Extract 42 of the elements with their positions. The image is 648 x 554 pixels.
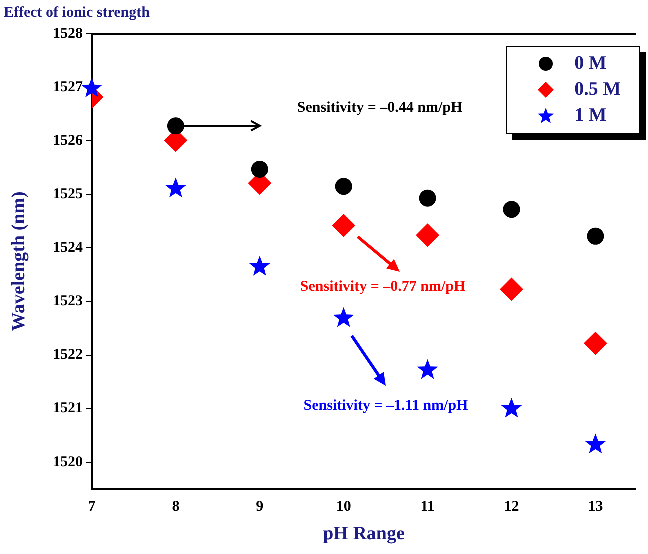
point — [585, 434, 606, 454]
y-tick-label: 1521 — [53, 400, 83, 417]
y-tick-label: 1523 — [53, 294, 83, 310]
point — [251, 160, 268, 178]
legend-label: 1 M — [574, 104, 607, 128]
x-axis-title: pH Range — [323, 524, 405, 545]
x-tick-label: 7 — [88, 499, 96, 516]
legend-label: 0.5 M — [574, 78, 621, 102]
y-tick-label: 1524 — [53, 240, 84, 256]
point — [167, 118, 184, 135]
point — [249, 256, 270, 276]
annotation: Sensitivity = –1.11 nm/pH — [304, 398, 469, 414]
point — [587, 228, 604, 245]
x-tick-label: 11 — [420, 499, 435, 516]
y-axis-title: Wavelength (nm) — [8, 192, 30, 332]
y-tick-label: 1525 — [53, 186, 83, 203]
annotation: Sensitivity = –0.77 nm/pH — [300, 278, 466, 295]
x-tick-label: 10 — [336, 499, 352, 516]
legend-label: 0 M — [574, 52, 607, 76]
annotation: Sensitivity = –0.44 nm/pH — [297, 100, 463, 116]
point — [335, 178, 352, 196]
point — [419, 190, 436, 207]
y-tick-label: 1522 — [53, 347, 83, 364]
point — [165, 178, 186, 198]
y-tick-label: 1527 — [53, 79, 84, 96]
y-tick-label: 1528 — [53, 26, 83, 42]
chart-title: Effect of ionic strength — [4, 4, 151, 21]
y-tick-label: 1526 — [53, 132, 84, 149]
point — [332, 214, 356, 238]
point — [501, 398, 522, 418]
point — [333, 307, 354, 328]
point — [417, 359, 438, 380]
point — [503, 201, 520, 218]
x-tick-label: 12 — [504, 499, 520, 516]
x-tick-label: 13 — [588, 499, 604, 516]
point — [584, 332, 608, 356]
point — [500, 278, 524, 301]
x-tick-label: 9 — [256, 499, 264, 516]
y-tick-label: 1520 — [53, 454, 83, 470]
x-tick-label: 8 — [172, 499, 180, 516]
point — [82, 78, 102, 98]
point — [416, 224, 440, 247]
